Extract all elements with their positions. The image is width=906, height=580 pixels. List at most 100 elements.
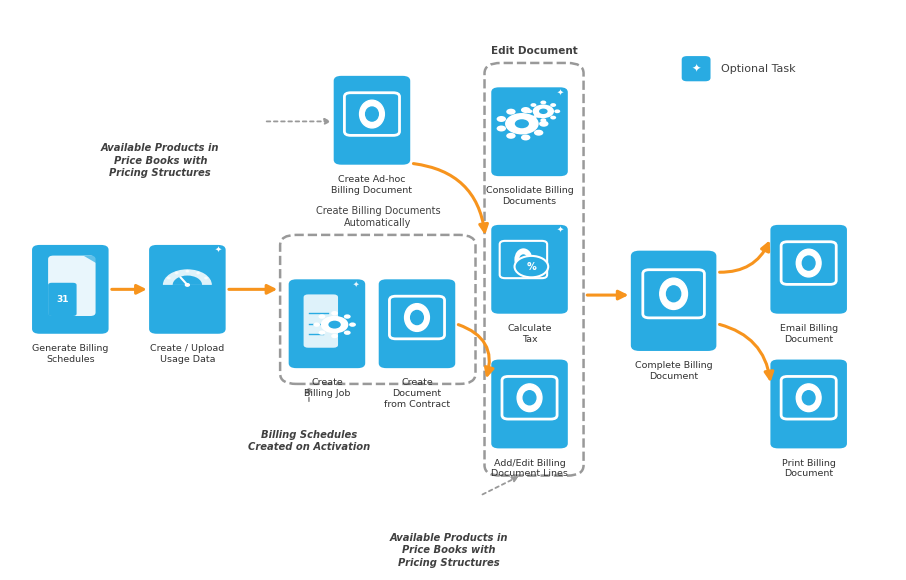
- Text: Print Billing
Document: Print Billing Document: [782, 459, 835, 478]
- Text: Edit Document: Edit Document: [491, 46, 577, 56]
- Text: Create
Document
from Contract: Create Document from Contract: [384, 379, 450, 409]
- FancyBboxPatch shape: [502, 376, 557, 419]
- Circle shape: [332, 334, 338, 338]
- Circle shape: [540, 118, 546, 122]
- Circle shape: [168, 277, 170, 279]
- Circle shape: [540, 100, 546, 104]
- Circle shape: [539, 121, 548, 127]
- Circle shape: [328, 321, 341, 329]
- FancyBboxPatch shape: [643, 270, 704, 318]
- Text: Complete Billing
Document: Complete Billing Document: [635, 361, 712, 381]
- FancyBboxPatch shape: [500, 241, 547, 278]
- Circle shape: [534, 112, 544, 118]
- Text: Add/Edit Billing
Document Lines: Add/Edit Billing Document Lines: [491, 459, 568, 478]
- Polygon shape: [83, 256, 95, 263]
- FancyBboxPatch shape: [781, 376, 836, 419]
- Circle shape: [533, 104, 554, 118]
- Circle shape: [550, 103, 556, 107]
- Circle shape: [550, 115, 556, 119]
- Text: %: %: [526, 262, 536, 271]
- FancyBboxPatch shape: [289, 280, 365, 368]
- Text: Available Products in
Price Books with
Pricing Structures: Available Products in Price Books with P…: [390, 533, 507, 568]
- Circle shape: [332, 311, 338, 316]
- Text: ✦: ✦: [352, 279, 359, 288]
- Circle shape: [534, 130, 544, 136]
- FancyBboxPatch shape: [770, 360, 847, 448]
- FancyBboxPatch shape: [48, 256, 95, 316]
- Text: Available Products in
Price Books with
Pricing Structures: Available Products in Price Books with P…: [101, 143, 219, 178]
- Circle shape: [515, 119, 529, 128]
- Ellipse shape: [519, 254, 527, 264]
- FancyBboxPatch shape: [390, 296, 445, 339]
- Text: Create Billing Documents
Automatically: Create Billing Documents Automatically: [315, 206, 440, 228]
- Ellipse shape: [523, 391, 535, 405]
- Circle shape: [349, 322, 356, 327]
- Ellipse shape: [366, 107, 379, 121]
- Circle shape: [531, 103, 536, 107]
- Text: Optional Task: Optional Task: [721, 64, 796, 74]
- Ellipse shape: [360, 100, 384, 128]
- Wedge shape: [173, 276, 202, 285]
- FancyBboxPatch shape: [631, 251, 717, 351]
- FancyBboxPatch shape: [304, 295, 338, 348]
- Circle shape: [319, 314, 325, 319]
- Circle shape: [505, 113, 539, 135]
- FancyBboxPatch shape: [491, 360, 568, 448]
- Circle shape: [521, 107, 530, 113]
- FancyBboxPatch shape: [48, 283, 77, 316]
- Circle shape: [313, 322, 320, 327]
- FancyBboxPatch shape: [333, 76, 410, 165]
- Circle shape: [531, 115, 536, 119]
- Wedge shape: [163, 269, 212, 285]
- Circle shape: [321, 316, 349, 334]
- Text: Calculate
Tax: Calculate Tax: [507, 324, 552, 344]
- Text: Email Billing
Document: Email Billing Document: [780, 324, 838, 344]
- Text: 31: 31: [56, 295, 69, 304]
- Circle shape: [526, 110, 533, 113]
- FancyBboxPatch shape: [681, 56, 710, 81]
- Ellipse shape: [667, 286, 680, 302]
- Circle shape: [521, 135, 530, 140]
- Ellipse shape: [803, 391, 815, 405]
- Circle shape: [343, 331, 351, 335]
- Text: ✦: ✦: [215, 245, 222, 254]
- Text: Create Ad-hoc
Billing Document: Create Ad-hoc Billing Document: [332, 175, 412, 195]
- Circle shape: [506, 108, 516, 115]
- Circle shape: [186, 270, 188, 272]
- FancyBboxPatch shape: [344, 93, 400, 135]
- Text: Billing Schedules
Created on Activation: Billing Schedules Created on Activation: [248, 430, 370, 452]
- Circle shape: [496, 125, 506, 132]
- FancyBboxPatch shape: [379, 280, 455, 368]
- Circle shape: [496, 116, 506, 122]
- FancyBboxPatch shape: [32, 245, 109, 334]
- Ellipse shape: [405, 304, 429, 331]
- Circle shape: [197, 272, 199, 274]
- Text: ✦: ✦: [557, 225, 564, 234]
- FancyBboxPatch shape: [491, 88, 568, 176]
- Ellipse shape: [410, 310, 423, 325]
- Ellipse shape: [517, 384, 542, 412]
- Text: Generate Billing
Schedules: Generate Billing Schedules: [32, 344, 109, 364]
- Circle shape: [554, 110, 560, 113]
- Circle shape: [539, 108, 547, 114]
- Text: ✦: ✦: [557, 88, 564, 96]
- Text: ✦: ✦: [691, 64, 701, 74]
- Circle shape: [186, 284, 189, 286]
- FancyBboxPatch shape: [491, 225, 568, 314]
- Ellipse shape: [796, 249, 821, 277]
- FancyBboxPatch shape: [770, 225, 847, 314]
- Text: Create / Upload
Usage Data: Create / Upload Usage Data: [150, 344, 225, 364]
- Ellipse shape: [515, 248, 533, 271]
- FancyBboxPatch shape: [149, 245, 226, 334]
- Ellipse shape: [796, 384, 821, 412]
- Text: Create
Billing Job: Create Billing Job: [304, 379, 350, 398]
- Circle shape: [506, 133, 516, 139]
- Circle shape: [515, 256, 548, 277]
- Circle shape: [205, 277, 207, 279]
- Text: Consolidate Billing
Documents: Consolidate Billing Documents: [486, 186, 573, 206]
- Circle shape: [319, 331, 325, 335]
- FancyBboxPatch shape: [781, 242, 836, 284]
- Ellipse shape: [660, 278, 688, 310]
- Ellipse shape: [803, 256, 815, 270]
- Circle shape: [343, 314, 351, 319]
